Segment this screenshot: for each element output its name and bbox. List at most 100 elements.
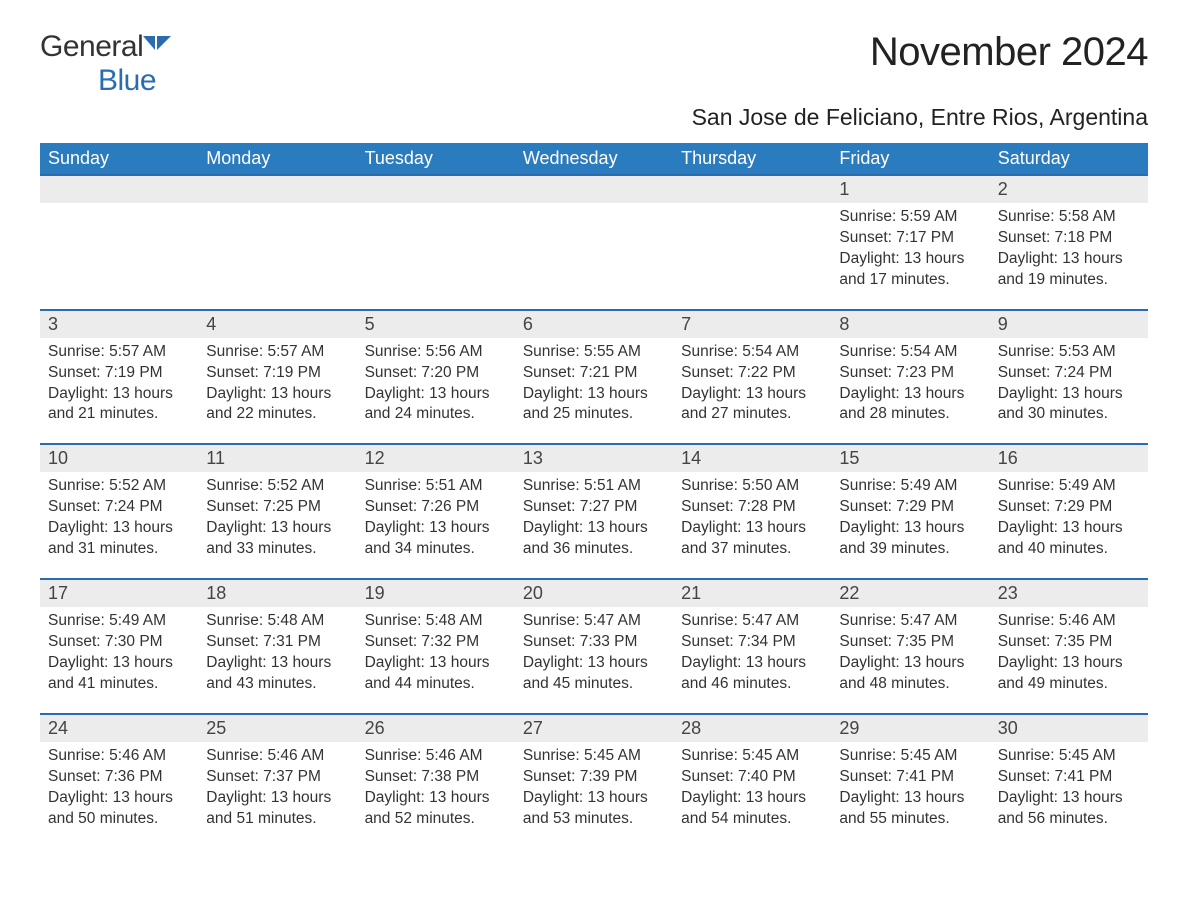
brand-word1: General: [40, 30, 143, 63]
day-body-cell: Sunrise: 5:47 AMSunset: 7:35 PMDaylight:…: [831, 607, 989, 714]
day-number-cell: [198, 175, 356, 203]
sunrise-text: Sunrise: 5:50 AM: [681, 476, 823, 497]
day-number-cell: 10: [40, 444, 198, 472]
day-body-cell: Sunrise: 5:52 AMSunset: 7:25 PMDaylight:…: [198, 472, 356, 579]
brand-word2: Blue: [98, 64, 156, 97]
daylight-text: Daylight: 13 hours and 43 minutes.: [206, 653, 348, 695]
day-number: 14: [681, 448, 701, 468]
daylight-text: Daylight: 13 hours and 24 minutes.: [365, 384, 507, 426]
weekday-header: Tuesday: [357, 143, 515, 175]
sunrise-text: Sunrise: 5:47 AM: [839, 611, 981, 632]
day-number-row: 24252627282930: [40, 714, 1148, 742]
day-number: 12: [365, 448, 385, 468]
day-body-cell: Sunrise: 5:57 AMSunset: 7:19 PMDaylight:…: [198, 338, 356, 445]
day-body-cell: Sunrise: 5:48 AMSunset: 7:32 PMDaylight:…: [357, 607, 515, 714]
daylight-text: Daylight: 13 hours and 45 minutes.: [523, 653, 665, 695]
day-body-cell: Sunrise: 5:46 AMSunset: 7:37 PMDaylight:…: [198, 742, 356, 848]
day-number-cell: 14: [673, 444, 831, 472]
sunset-text: Sunset: 7:19 PM: [206, 363, 348, 384]
sunrise-text: Sunrise: 5:49 AM: [839, 476, 981, 497]
day-number-cell: 9: [990, 310, 1148, 338]
sunrise-text: Sunrise: 5:55 AM: [523, 342, 665, 363]
day-body-cell: Sunrise: 5:46 AMSunset: 7:35 PMDaylight:…: [990, 607, 1148, 714]
sunset-text: Sunset: 7:28 PM: [681, 497, 823, 518]
day-number: 26: [365, 718, 385, 738]
day-body-cell: Sunrise: 5:51 AMSunset: 7:26 PMDaylight:…: [357, 472, 515, 579]
sunrise-text: Sunrise: 5:51 AM: [523, 476, 665, 497]
sunrise-text: Sunrise: 5:48 AM: [206, 611, 348, 632]
day-body-cell: Sunrise: 5:47 AMSunset: 7:34 PMDaylight:…: [673, 607, 831, 714]
daylight-text: Daylight: 13 hours and 46 minutes.: [681, 653, 823, 695]
daylight-text: Daylight: 13 hours and 36 minutes.: [523, 518, 665, 560]
daylight-text: Daylight: 13 hours and 56 minutes.: [998, 788, 1140, 830]
weekday-header: Monday: [198, 143, 356, 175]
sunset-text: Sunset: 7:26 PM: [365, 497, 507, 518]
day-number-cell: 7: [673, 310, 831, 338]
day-body-row: Sunrise: 5:49 AMSunset: 7:30 PMDaylight:…: [40, 607, 1148, 714]
title-block: November 2024: [870, 30, 1148, 75]
day-body-cell: Sunrise: 5:49 AMSunset: 7:29 PMDaylight:…: [990, 472, 1148, 579]
day-body-cell: Sunrise: 5:55 AMSunset: 7:21 PMDaylight:…: [515, 338, 673, 445]
day-body-cell: [673, 203, 831, 310]
day-number: 5: [365, 314, 375, 334]
day-number-cell: 28: [673, 714, 831, 742]
day-number-cell: 21: [673, 579, 831, 607]
daylight-text: Daylight: 13 hours and 31 minutes.: [48, 518, 190, 560]
daylight-text: Daylight: 13 hours and 54 minutes.: [681, 788, 823, 830]
sunrise-text: Sunrise: 5:52 AM: [206, 476, 348, 497]
day-number: 18: [206, 583, 226, 603]
daylight-text: Daylight: 13 hours and 30 minutes.: [998, 384, 1140, 426]
sunset-text: Sunset: 7:18 PM: [998, 228, 1140, 249]
sunrise-text: Sunrise: 5:58 AM: [998, 207, 1140, 228]
day-number: 17: [48, 583, 68, 603]
daylight-text: Daylight: 13 hours and 44 minutes.: [365, 653, 507, 695]
day-body-cell: Sunrise: 5:50 AMSunset: 7:28 PMDaylight:…: [673, 472, 831, 579]
day-body-row: Sunrise: 5:57 AMSunset: 7:19 PMDaylight:…: [40, 338, 1148, 445]
day-body-cell: Sunrise: 5:57 AMSunset: 7:19 PMDaylight:…: [40, 338, 198, 445]
day-number: 30: [998, 718, 1018, 738]
day-number: 13: [523, 448, 543, 468]
day-number-cell: 6: [515, 310, 673, 338]
sunset-text: Sunset: 7:34 PM: [681, 632, 823, 653]
flag-icon: [143, 36, 171, 61]
day-number-cell: 11: [198, 444, 356, 472]
daylight-text: Daylight: 13 hours and 27 minutes.: [681, 384, 823, 426]
sunset-text: Sunset: 7:19 PM: [48, 363, 190, 384]
sunrise-text: Sunrise: 5:53 AM: [998, 342, 1140, 363]
calendar-table: SundayMondayTuesdayWednesdayThursdayFrid…: [40, 143, 1148, 847]
sunset-text: Sunset: 7:23 PM: [839, 363, 981, 384]
day-body-cell: Sunrise: 5:59 AMSunset: 7:17 PMDaylight:…: [831, 203, 989, 310]
day-body-cell: Sunrise: 5:54 AMSunset: 7:22 PMDaylight:…: [673, 338, 831, 445]
daylight-text: Daylight: 13 hours and 22 minutes.: [206, 384, 348, 426]
sunrise-text: Sunrise: 5:46 AM: [365, 746, 507, 767]
sunrise-text: Sunrise: 5:45 AM: [523, 746, 665, 767]
sunrise-text: Sunrise: 5:54 AM: [839, 342, 981, 363]
daylight-text: Daylight: 13 hours and 41 minutes.: [48, 653, 190, 695]
daylight-text: Daylight: 13 hours and 40 minutes.: [998, 518, 1140, 560]
day-body-cell: Sunrise: 5:48 AMSunset: 7:31 PMDaylight:…: [198, 607, 356, 714]
day-body-cell: [357, 203, 515, 310]
daylight-text: Daylight: 13 hours and 48 minutes.: [839, 653, 981, 695]
sunrise-text: Sunrise: 5:45 AM: [998, 746, 1140, 767]
day-number-cell: 16: [990, 444, 1148, 472]
day-body-cell: [515, 203, 673, 310]
sunrise-text: Sunrise: 5:49 AM: [48, 611, 190, 632]
day-number: 3: [48, 314, 58, 334]
daylight-text: Daylight: 13 hours and 21 minutes.: [48, 384, 190, 426]
day-body-row: Sunrise: 5:59 AMSunset: 7:17 PMDaylight:…: [40, 203, 1148, 310]
header: General Blue November 2024: [40, 30, 1148, 98]
weekday-header: Wednesday: [515, 143, 673, 175]
day-body-cell: Sunrise: 5:45 AMSunset: 7:41 PMDaylight:…: [990, 742, 1148, 848]
sunset-text: Sunset: 7:35 PM: [839, 632, 981, 653]
sunset-text: Sunset: 7:29 PM: [839, 497, 981, 518]
day-body-cell: Sunrise: 5:51 AMSunset: 7:27 PMDaylight:…: [515, 472, 673, 579]
day-body-row: Sunrise: 5:52 AMSunset: 7:24 PMDaylight:…: [40, 472, 1148, 579]
daylight-text: Daylight: 13 hours and 17 minutes.: [839, 249, 981, 291]
sunrise-text: Sunrise: 5:47 AM: [523, 611, 665, 632]
sunrise-text: Sunrise: 5:47 AM: [681, 611, 823, 632]
brand-logo: General Blue: [40, 30, 171, 98]
day-body-cell: Sunrise: 5:58 AMSunset: 7:18 PMDaylight:…: [990, 203, 1148, 310]
sunset-text: Sunset: 7:40 PM: [681, 767, 823, 788]
day-number-cell: 3: [40, 310, 198, 338]
daylight-text: Daylight: 13 hours and 25 minutes.: [523, 384, 665, 426]
